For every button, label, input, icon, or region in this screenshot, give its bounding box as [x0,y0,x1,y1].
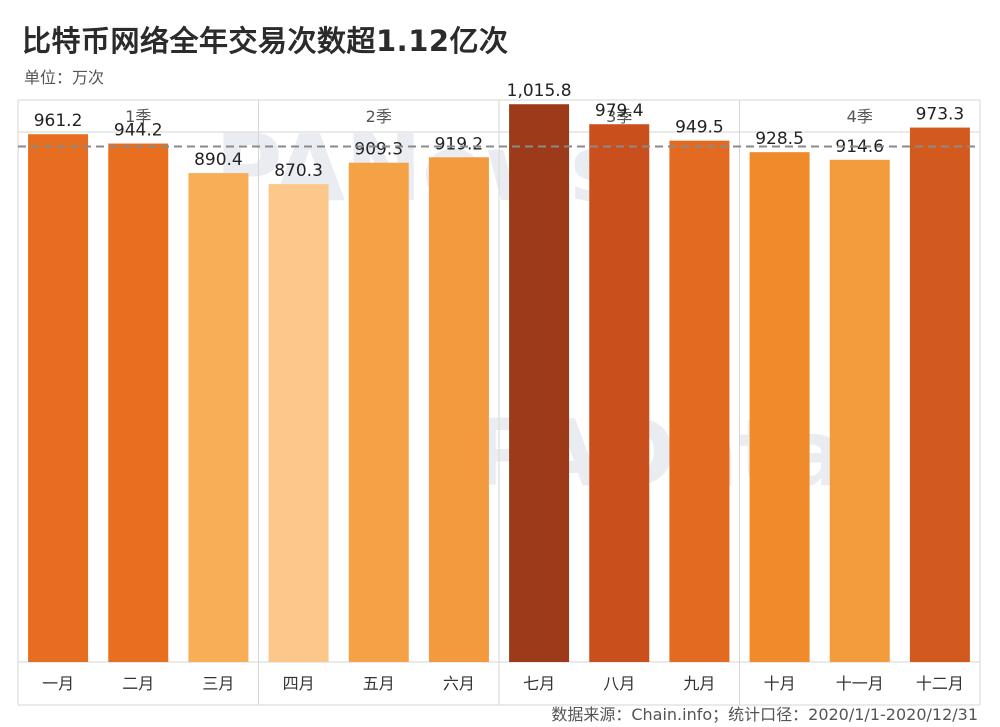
bar-2 [108,143,169,663]
unit-label: 单位：万次 [24,68,105,87]
category-label-5: 五月 [363,674,395,693]
value-label-1: 961.2 [34,111,83,131]
value-label-2: 944.2 [114,121,163,141]
bar-4 [268,184,329,663]
category-label-8: 八月 [603,674,635,693]
quarter-label-3: 3季 [606,107,632,126]
category-label-10: 十月 [764,674,796,693]
quarter-label-1: 1季 [125,107,151,126]
category-label-1: 一月 [42,674,74,693]
category-label-12: 十二月 [916,674,964,693]
value-label-8: 979.4 [595,101,644,121]
quarter-label-2: 2季 [366,107,392,126]
value-label-9: 949.5 [675,118,724,138]
bar-10 [749,152,810,662]
category-label-11: 十一月 [836,674,884,693]
bar-3 [188,173,249,662]
bar-11 [829,159,890,662]
bar-5 [348,162,409,662]
category-label-3: 三月 [202,674,234,693]
chart-title: 比特币网络全年交易次数超1.12亿次 [22,24,509,58]
value-label-11: 914.6 [835,137,884,157]
value-label-10: 928.5 [755,129,804,149]
value-label-12: 973.3 [916,105,965,125]
quarter-label-4: 4季 [847,107,873,126]
value-label-5: 909.3 [354,140,403,160]
category-label-4: 四月 [283,674,315,693]
bar-8 [589,124,650,663]
bar-9 [669,140,730,662]
bar-12 [909,127,970,662]
value-label-6: 919.2 [435,134,484,154]
value-label-4: 870.3 [274,161,323,181]
category-label-9: 九月 [683,674,715,693]
bar-6 [428,157,489,662]
source-note: 数据来源：Chain.info；统计口径：2020/1/1-2020/12/31 [551,705,978,724]
category-label-2: 二月 [122,674,154,693]
category-label-6: 六月 [443,674,475,693]
bar-7 [509,104,570,662]
value-label-7: 1,015.8 [507,81,572,101]
bar-1 [28,134,89,663]
value-label-3: 890.4 [194,150,243,170]
category-label-7: 七月 [523,674,555,693]
